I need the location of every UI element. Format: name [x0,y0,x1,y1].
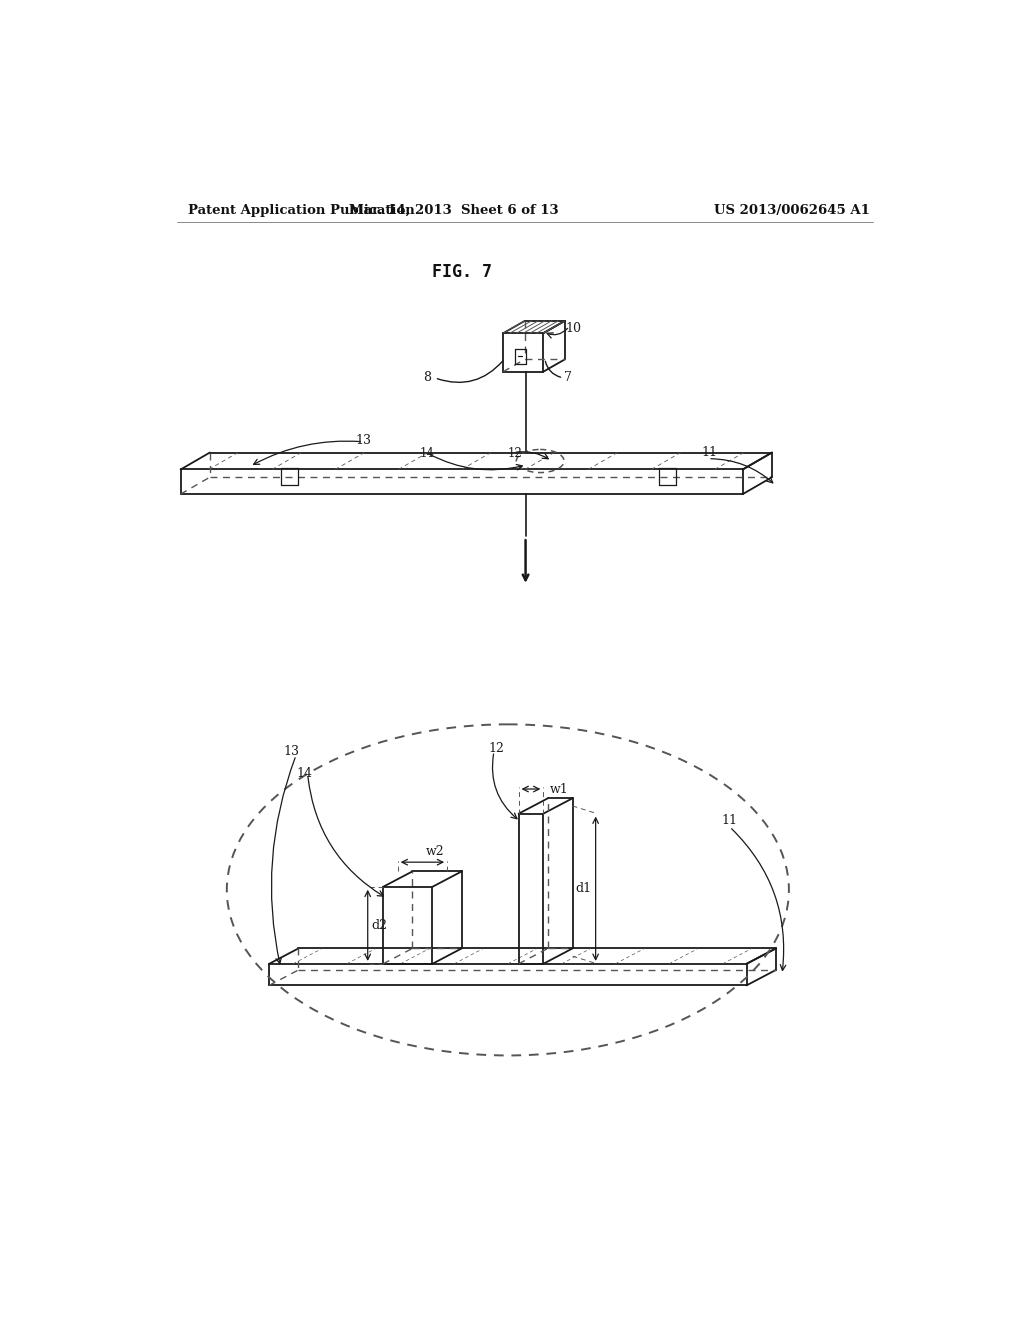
Text: 12: 12 [488,742,505,755]
Text: 12: 12 [508,447,522,461]
Text: 14: 14 [419,447,434,461]
Text: w1: w1 [550,783,568,796]
Text: 14: 14 [297,767,313,780]
Text: w2: w2 [426,845,444,858]
Text: 11: 11 [722,814,738,828]
Text: 10: 10 [565,322,582,335]
Text: US 2013/0062645 A1: US 2013/0062645 A1 [714,205,869,218]
Text: FIG. 7: FIG. 7 [432,264,492,281]
Text: d1: d1 [575,882,592,895]
Text: 13: 13 [283,744,299,758]
Text: d2: d2 [372,919,387,932]
Text: 11: 11 [701,446,718,459]
Text: Patent Application Publication: Patent Application Publication [188,205,415,218]
Text: 7: 7 [564,371,572,384]
Text: 13: 13 [355,434,372,447]
Text: Mar. 14, 2013  Sheet 6 of 13: Mar. 14, 2013 Sheet 6 of 13 [349,205,559,218]
Text: 8: 8 [423,371,431,384]
